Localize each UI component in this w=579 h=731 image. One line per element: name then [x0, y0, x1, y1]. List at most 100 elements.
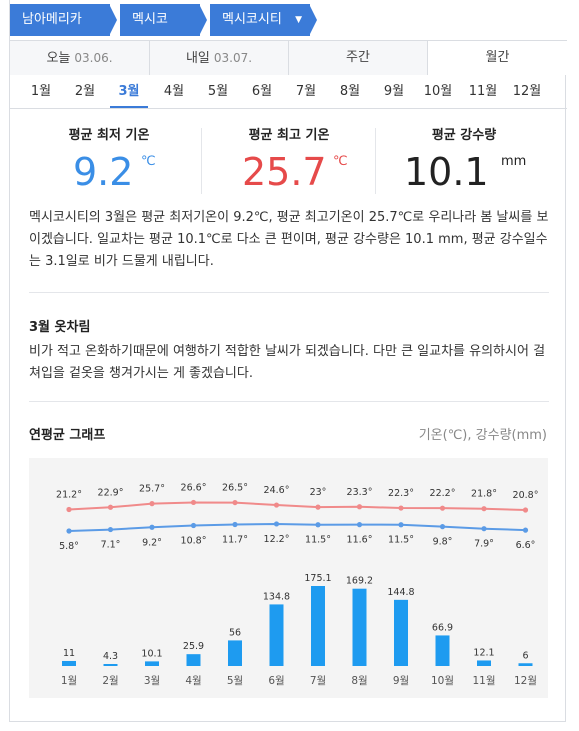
stat-value: 10.1 — [404, 150, 489, 194]
tab-label: 주간 — [346, 50, 370, 65]
tab-monthly[interactable]: 월간 — [428, 41, 567, 75]
rain-bar — [518, 663, 533, 666]
min-temp-point — [356, 522, 363, 528]
min-temp-label: 5.8° — [59, 541, 79, 552]
min-temp-label: 6.6° — [516, 540, 536, 551]
min-temp-label: 12.2° — [264, 534, 290, 545]
min-temp-point — [66, 528, 72, 534]
min-temp-point — [149, 524, 155, 530]
divider — [29, 401, 549, 402]
breadcrumb-label: 멕시코시티 — [222, 12, 282, 27]
breadcrumb-continent[interactable]: 남아메리카 — [10, 4, 110, 36]
rain-label: 66.9 — [432, 622, 453, 633]
x-tick-label: 8월 — [351, 675, 367, 687]
stat-value: 25.7 — [242, 150, 327, 194]
stat-unit: ℃ — [141, 154, 156, 169]
min-temp-label: 11.6° — [347, 535, 373, 546]
tab-date: 03.07. — [213, 51, 253, 65]
min-temp-label: 11.5° — [388, 535, 414, 546]
breadcrumb-label: 멕시코 — [132, 12, 168, 27]
max-temp-point — [149, 501, 155, 507]
tab-month[interactable]: 10월 — [423, 84, 453, 99]
breadcrumb-country[interactable]: 멕시코 — [120, 4, 200, 36]
max-temp-label: 23° — [310, 487, 327, 498]
min-temp-point — [190, 522, 197, 529]
tab-month[interactable]: 5월 — [207, 84, 229, 99]
rain-bar — [228, 640, 242, 666]
x-tick-label: 10월 — [431, 675, 454, 687]
min-temp-point — [439, 524, 446, 530]
max-temp-point — [107, 504, 114, 510]
min-temp-label: 11.7° — [222, 535, 248, 546]
min-temp-point — [398, 522, 404, 528]
max-temp-point — [273, 502, 280, 508]
divider — [201, 128, 202, 194]
rain-label: 175.1 — [304, 573, 331, 584]
tab-month[interactable]: 6월 — [251, 84, 273, 99]
max-temp-label: 26.6° — [181, 482, 207, 493]
x-tick-label: 12월 — [514, 675, 537, 687]
max-temp-label: 24.6° — [264, 485, 290, 496]
max-temp-label: 25.7° — [139, 484, 165, 495]
tab-month[interactable]: 8월 — [339, 84, 361, 99]
tab-date: 03.06. — [74, 51, 113, 65]
rain-bar — [394, 599, 408, 666]
x-tick-label: 6월 — [268, 675, 284, 687]
max-temp-label: 20.8° — [513, 490, 539, 501]
rain-bar — [352, 588, 367, 666]
min-temp-label: 11.5° — [305, 535, 331, 546]
tab-month[interactable]: 2월 — [74, 84, 96, 99]
weather-card: 남아메리카 멕시코 멕시코시티 ▼ 오늘 03.06. 내일 03.07. 주간 월… — [9, 0, 567, 722]
stat-unit: mm — [501, 154, 527, 169]
max-temp-label: 22.3° — [388, 488, 414, 499]
breadcrumb-city[interactable]: 멕시코시티 ▼ — [210, 4, 310, 36]
tab-month[interactable]: 12월 — [512, 84, 542, 99]
stat-value: 9.2 — [73, 150, 134, 194]
tab-label: 월간 — [485, 50, 510, 65]
stat-min-temp: 평균 최저 기온 9.2 ℃ — [20, 124, 198, 194]
tab-today[interactable]: 오늘 03.06. — [10, 41, 150, 75]
min-temp-line — [68, 522, 526, 532]
annual-chart: 21.2° 22.9° 25.7° 26.6° 26.5° 24.6° 23° 23.3° 22… — [29, 458, 548, 698]
min-temp-point — [522, 527, 529, 533]
divider — [29, 292, 549, 293]
max-temp-label: 21.2° — [56, 489, 82, 500]
month-tabs: 1월 2월 3월 4월 5월 6월 7월 8월 9월 10월 11월 12월 — [10, 75, 567, 109]
min-temp-point — [232, 521, 238, 528]
tab-month[interactable]: 11월 — [468, 84, 498, 99]
rain-bar — [311, 586, 325, 666]
x-tick-label: 7월 — [310, 675, 326, 687]
rain-label: 11 — [63, 648, 75, 659]
min-temp-point — [273, 521, 280, 527]
clothing-text: 비가 적고 온화하기때문에 여행하기 적합한 날씨가 되겠습니다. 다만 큰 일… — [29, 344, 546, 381]
tab-month[interactable]: 3월 — [110, 75, 148, 108]
max-temp-point — [315, 504, 321, 510]
divider — [375, 128, 376, 194]
rain-bar — [145, 661, 159, 666]
breadcrumb-separator — [109, 4, 117, 36]
x-tick-label: 11월 — [472, 675, 495, 687]
tab-month[interactable]: 7월 — [295, 84, 317, 99]
rain-bar — [269, 604, 284, 666]
tab-tomorrow[interactable]: 내일 03.07. — [150, 41, 289, 75]
chevron-down-icon: ▼ — [295, 15, 302, 25]
x-tick-label: 9월 — [393, 675, 409, 687]
month-description: 멕시코시티의 3월은 평균 최저기온이 9.2℃, 평균 최고기온이 25.7℃… — [29, 210, 549, 269]
tab-month[interactable]: 1월 — [30, 84, 52, 99]
breadcrumb-separator — [309, 4, 317, 36]
stat-label: 평균 최저 기온 — [68, 128, 150, 143]
stat-label: 평균 강수량 — [431, 128, 497, 143]
clothing-title: 3월 옷차림 — [29, 320, 91, 335]
max-temp-label: 22.9° — [98, 487, 124, 498]
graph-units-note: 기온(℃), 강수량(mm) — [418, 428, 547, 443]
rain-bar — [477, 660, 491, 666]
min-temp-point — [107, 526, 114, 533]
tab-label: 오늘 — [46, 51, 71, 66]
x-tick-label: 4월 — [185, 675, 201, 687]
rain-bar — [103, 664, 118, 666]
tab-month[interactable]: 9월 — [383, 84, 405, 99]
max-temp-label: 26.5° — [222, 483, 248, 494]
tab-weekly[interactable]: 주간 — [289, 41, 428, 75]
annual-chart-svg: 21.2° 22.9° 25.7° 26.6° 26.5° 24.6° 23° 23.3° 22… — [56, 482, 539, 687]
tab-month[interactable]: 4월 — [163, 84, 185, 99]
